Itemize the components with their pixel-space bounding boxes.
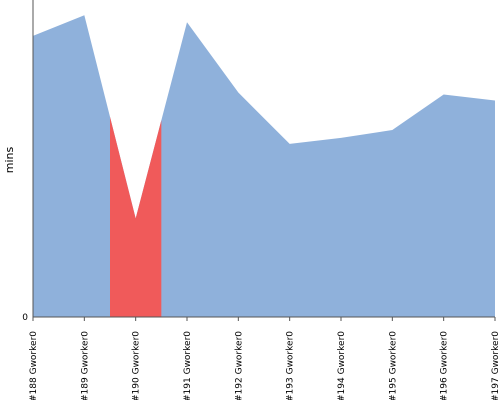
y-axis-label: mins	[3, 146, 16, 173]
x-tick-label: #196 Gworker0	[440, 331, 450, 400]
series-area	[33, 15, 495, 317]
area-layer	[33, 15, 495, 317]
highlighted-point-area	[110, 116, 162, 317]
x-tick-label: #192 Gworker0	[234, 331, 244, 400]
x-tick-label: #194 Gworker0	[337, 331, 347, 400]
x-tick-label: #197 Gworker0	[491, 331, 500, 400]
x-tick-label: #188 Gworker0	[29, 331, 39, 400]
axis-layer: 0 mins	[3, 0, 495, 323]
x-tick-label: #193 Gworker0	[286, 331, 296, 400]
x-tick-label: #189 Gworker0	[80, 331, 90, 400]
x-tick-label: #191 Gworker0	[183, 331, 193, 400]
y-tick-label-0: 0	[22, 313, 28, 323]
x-tick-label: #190 Gworker0	[132, 331, 142, 400]
x-tick-labels: #188 Gworker0 #189 Gworker0 #190 Gworker0 #…	[29, 317, 500, 400]
x-tick-label: #195 Gworker0	[388, 331, 398, 400]
